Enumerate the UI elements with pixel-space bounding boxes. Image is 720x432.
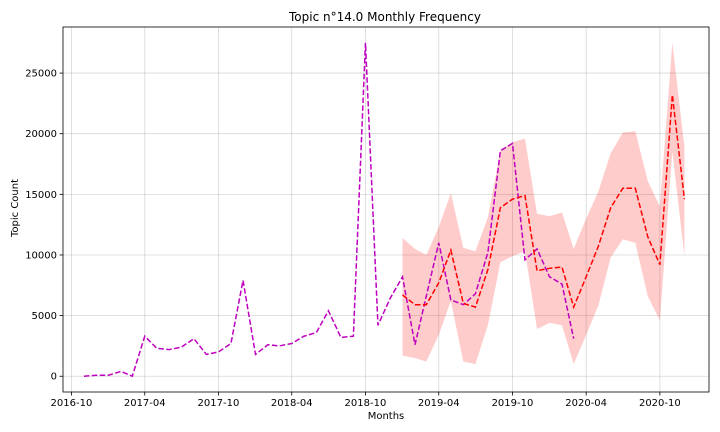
- x-tick-label: 2016-10: [51, 398, 93, 409]
- chart-title: Topic n°14.0 Monthly Frequency: [288, 10, 481, 24]
- grid: [63, 27, 709, 392]
- observed-series-line: [83, 42, 575, 378]
- x-tick-label: 2019-10: [492, 398, 534, 409]
- forecast-confidence-band: [402, 42, 685, 365]
- x-axis-label: Months: [368, 411, 405, 422]
- x-tick-label: 2020-04: [565, 398, 607, 409]
- x-tick-label: 2017-10: [198, 398, 240, 409]
- y-tick-label: 25000: [25, 69, 57, 80]
- x-tick-label: 2020-10: [639, 398, 681, 409]
- x-tick-label: 2017-04: [124, 398, 166, 409]
- x-tick-label: 2018-10: [345, 398, 387, 409]
- y-tick-label: 0: [51, 372, 57, 383]
- y-tick-label: 20000: [25, 129, 57, 140]
- y-axis: 0 5000 10000 15000 20000 25000: [25, 69, 63, 383]
- y-tick-label: 10000: [25, 250, 57, 261]
- confidence-band-layer: [402, 42, 685, 365]
- series-line-layer: [83, 42, 686, 378]
- forecast-series-line: [402, 94, 686, 310]
- y-tick-label: 15000: [25, 190, 57, 201]
- x-axis: 2016-10 2017-04 2017-10 2018-04 2018-10 2019-…: [51, 392, 681, 409]
- y-tick-label: 5000: [32, 311, 57, 322]
- plot-frame: [62, 26, 710, 393]
- x-tick-label: 2019-04: [418, 398, 460, 409]
- x-tick-label: 2018-04: [271, 398, 313, 409]
- y-axis-label: Topic Count: [10, 179, 21, 238]
